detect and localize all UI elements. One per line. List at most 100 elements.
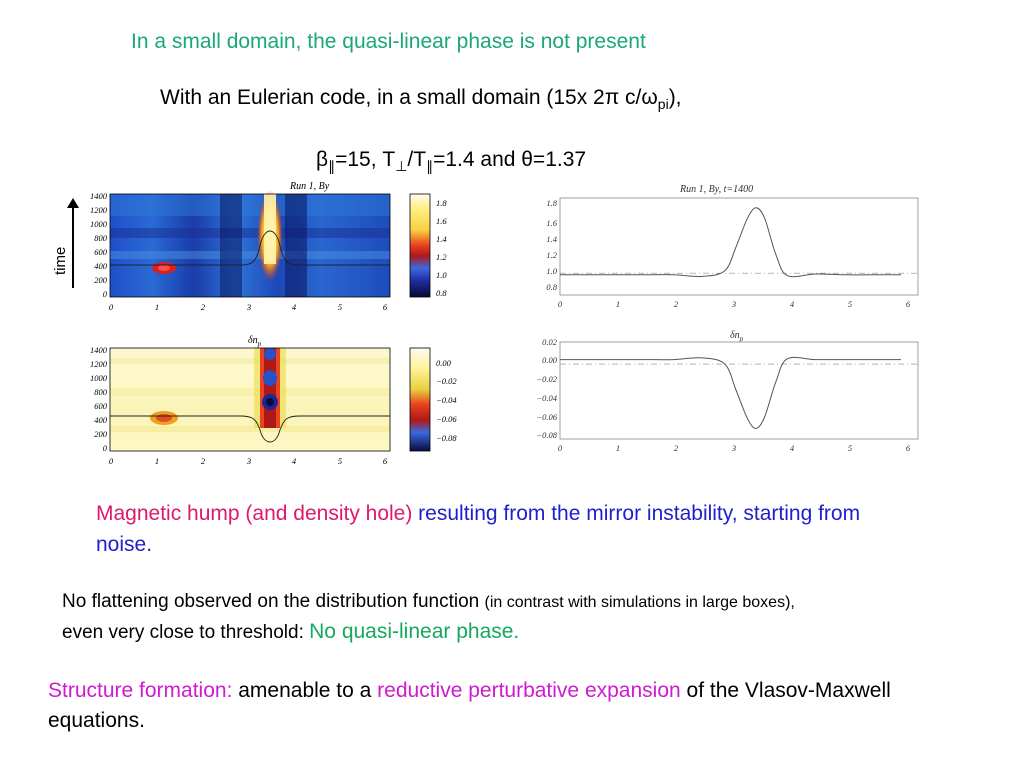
heatmap-dnp: δnp 1400 1200 1000 800 600 400 200 0 0 1… — [90, 335, 457, 466]
slide-subtitle: With an Eulerian code, in a small domain… — [160, 86, 682, 112]
colorbar-tick: −0.02 — [436, 376, 457, 386]
paragraph-result: Magnetic hump (and density hole) resulti… — [96, 498, 896, 560]
line-plot-by: Run 1, By, t=1400 1.8 1.6 1.4 1.2 1.0 0.… — [546, 184, 919, 309]
y-tick: 600 — [94, 247, 108, 257]
colorbar-tick: 1.2 — [436, 252, 447, 262]
colorbar-dnp — [409, 347, 431, 452]
parallel-sub-1: ∥ — [328, 158, 336, 175]
threshold-text: even very close to threshold: — [62, 622, 310, 643]
x-tick: 6 — [906, 299, 911, 309]
x-tick: 2 — [674, 443, 679, 453]
x-tick: 3 — [731, 443, 736, 453]
x-tick: 4 — [790, 443, 795, 453]
colorbar-tick: 0.00 — [436, 358, 452, 368]
x-tick: 4 — [292, 302, 297, 312]
y-tick: 1.8 — [546, 198, 557, 208]
x-tick: 1 — [155, 302, 159, 312]
heatmap-by: Run 1, By 1400 1200 1000 800 600 400 200… — [90, 181, 447, 312]
y-tick: 1400 — [90, 191, 108, 201]
beta-symbol: β — [316, 148, 329, 171]
parallel-sub-2: ∥ — [426, 158, 434, 175]
y-tick: −0.02 — [536, 374, 557, 384]
y-tick: 1200 — [90, 205, 108, 215]
slide-title: In a small domain, the quasi-linear phas… — [131, 30, 646, 53]
y-tick: 1.0 — [546, 266, 557, 276]
flattening-text: No flattening observed on the distributi… — [62, 591, 485, 612]
x-tick: 1 — [616, 299, 620, 309]
y-tick: −0.08 — [536, 430, 557, 440]
parameters-line: β∥=15, T⊥/T∥=1.4 and θ=1.37 — [316, 148, 586, 175]
structure-formation-label: Structure formation: — [48, 679, 233, 702]
x-tick: 3 — [246, 456, 251, 466]
vlasov-maxwell-text: of the Vlasov-Maxwell equations. — [48, 679, 891, 732]
by-profile-line — [560, 207, 901, 278]
amenable-text: amenable to a — [232, 679, 378, 702]
x-tick: 3 — [246, 302, 251, 312]
y-tick: 800 — [94, 233, 108, 243]
x-tick: 0 — [558, 443, 563, 453]
x-tick: 0 — [558, 299, 563, 309]
y-tick: 1000 — [90, 373, 108, 383]
params-slash: /T — [407, 148, 427, 171]
x-tick: 5 — [338, 302, 342, 312]
y-tick: 0 — [103, 443, 108, 453]
subtitle-end: ), — [668, 86, 682, 109]
heatmap-dnp-area — [110, 348, 390, 451]
y-tick: 200 — [94, 429, 108, 439]
highlight-hump: Magnetic hump (and density hole) — [96, 502, 413, 525]
colorbar-tick: −0.04 — [436, 395, 457, 405]
y-tick: 0.02 — [542, 337, 558, 347]
colorbar-tick: 1.8 — [436, 198, 447, 208]
line-plot-by-title: Run 1, By, t=1400 — [679, 184, 753, 195]
y-tick: 400 — [94, 415, 108, 425]
x-tick: 3 — [731, 299, 736, 309]
y-tick: 200 — [94, 275, 108, 285]
x-tick: 1 — [616, 443, 620, 453]
reductive-expansion-text: reductive perturbative expansion — [377, 679, 681, 702]
colorbar-tick: −0.08 — [436, 433, 457, 443]
contrast-note: (in contrast with simulations in large b… — [484, 594, 795, 611]
y-tick: 1200 — [90, 359, 108, 369]
dnp-profile-line — [560, 356, 901, 429]
line-plot-dnp-title: δnp — [730, 330, 744, 343]
x-tick: 6 — [906, 443, 911, 453]
line-plot-by-frame — [559, 197, 919, 296]
x-tick: 4 — [790, 299, 795, 309]
perp-sub: ⊥ — [395, 158, 408, 175]
mirror-instability-text: resulting from the mirror instability, s… — [96, 502, 861, 556]
y-tick: −0.06 — [536, 412, 557, 422]
colorbar-tick: 0.8 — [436, 288, 447, 298]
y-tick: 400 — [94, 261, 108, 271]
colorbar-tick: −0.06 — [436, 414, 457, 424]
colorbar-tick: 1.4 — [436, 234, 447, 244]
subtitle-subscript: pi — [657, 96, 669, 113]
y-tick: 0.8 — [546, 282, 557, 292]
no-quasilinear-text: No quasi-linear phase. — [309, 620, 520, 643]
y-tick: 600 — [94, 401, 108, 411]
x-tick: 5 — [848, 443, 852, 453]
x-tick: 4 — [292, 456, 297, 466]
y-tick: 1.4 — [546, 234, 557, 244]
x-tick: 5 — [338, 456, 342, 466]
x-tick: 5 — [848, 299, 852, 309]
y-tick: 0 — [103, 289, 108, 299]
time-arrow-icon — [67, 198, 79, 288]
y-tick: 1400 — [90, 345, 108, 355]
subtitle-text: With an Eulerian code, in a small domain… — [160, 86, 658, 109]
colorbar-tick: 1.6 — [436, 216, 447, 226]
x-tick: 6 — [383, 302, 388, 312]
x-tick: 6 — [383, 456, 388, 466]
x-tick: 2 — [674, 299, 679, 309]
colorbar-by — [409, 193, 431, 298]
y-tick: 1.6 — [546, 218, 557, 228]
params-mid: =15, T — [335, 148, 396, 171]
x-tick: 0 — [109, 456, 114, 466]
x-tick: 1 — [155, 456, 159, 466]
paragraph-structure: Structure formation: amenable to a reduc… — [48, 676, 928, 736]
line-plot-dnp: δnp 0.02 0.00 −0.02 −0.04 −0.06 −0.08 0 … — [536, 330, 919, 453]
heatmap-by-title: Run 1, By — [289, 181, 330, 192]
params-end: =1.4 and θ=1.37 — [433, 148, 587, 171]
x-tick: 2 — [201, 456, 206, 466]
y-tick: 800 — [94, 387, 108, 397]
y-tick: 0.00 — [542, 355, 558, 365]
